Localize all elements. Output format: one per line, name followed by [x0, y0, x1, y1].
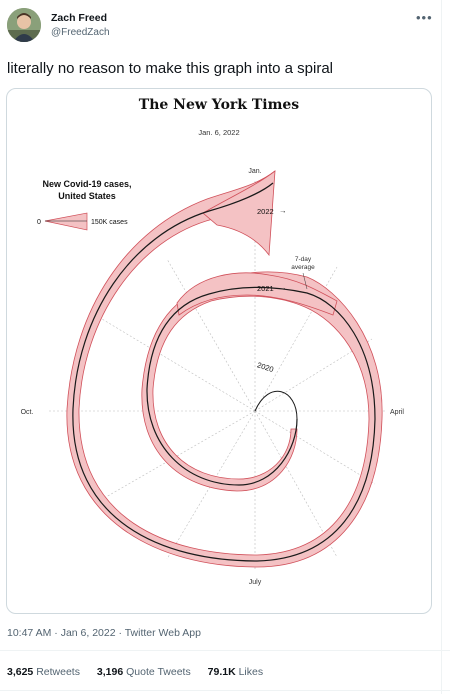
chart-title-line1: New Covid-19 cases, — [42, 179, 131, 189]
tweet-text: literally no reason to make this graph i… — [7, 60, 334, 77]
case-bump-2021 — [176, 272, 338, 316]
likes-stat[interactable]: 79.1K Likes — [207, 666, 264, 678]
tweet-timestamp[interactable]: 10:47 AM · Jan 6, 2022 · Twitter Web App — [7, 627, 201, 639]
radial-gridlines — [47, 179, 387, 569]
tweet-media-image[interactable]: The New York Times Jan. 6, 2022 — [6, 88, 432, 614]
quote-tweets-stat[interactable]: 3,196 Quote Tweets — [96, 666, 191, 678]
year-label-2021: 2021 — [257, 284, 274, 293]
seven-day-average-line — [72, 182, 376, 562]
svg-text:→: → — [279, 283, 287, 292]
case-spike-2022 — [202, 170, 276, 257]
month-label-jan: Jan. — [248, 168, 261, 175]
author-handle[interactable]: @FreedZach — [51, 27, 110, 38]
legend-max: 150K cases — [91, 219, 128, 226]
avg-pointer — [302, 272, 308, 290]
legend-zero: 0 — [37, 219, 41, 226]
retweets-stat[interactable]: 3,625 Retweets — [7, 666, 80, 678]
year-label-2022: 2022 — [257, 207, 274, 216]
chart-date: Jan. 6, 2022 — [198, 128, 239, 137]
tweet-stats: 3,625 Retweets 3,196 Quote Tweets 79.1K … — [7, 666, 277, 678]
chart-title-line2: United States — [58, 191, 116, 201]
column-divider — [441, 0, 442, 694]
month-label-april: April — [390, 409, 404, 416]
avg-label-line1: 7-day — [295, 256, 312, 263]
spiral-start-2020 — [254, 390, 298, 420]
svg-text:→: → — [279, 206, 287, 215]
divider-bottom — [0, 690, 450, 691]
author-name[interactable]: Zach Freed — [51, 12, 108, 24]
spiral-chart: The New York Times Jan. 6, 2022 — [21, 97, 405, 586]
more-icon[interactable]: ••• — [416, 10, 433, 25]
year-label-2020: 2020 — [256, 360, 275, 374]
divider — [0, 650, 450, 651]
avatar[interactable] — [7, 8, 41, 42]
avg-label-line2: average — [291, 264, 315, 271]
case-band-outer — [66, 170, 383, 568]
month-label-oct: Oct. — [21, 409, 34, 416]
legend: 0 150K cases — [37, 212, 128, 231]
legend-wedge — [44, 212, 88, 231]
month-label-july: July — [249, 579, 262, 586]
publisher-logo: The New York Times — [139, 97, 300, 113]
